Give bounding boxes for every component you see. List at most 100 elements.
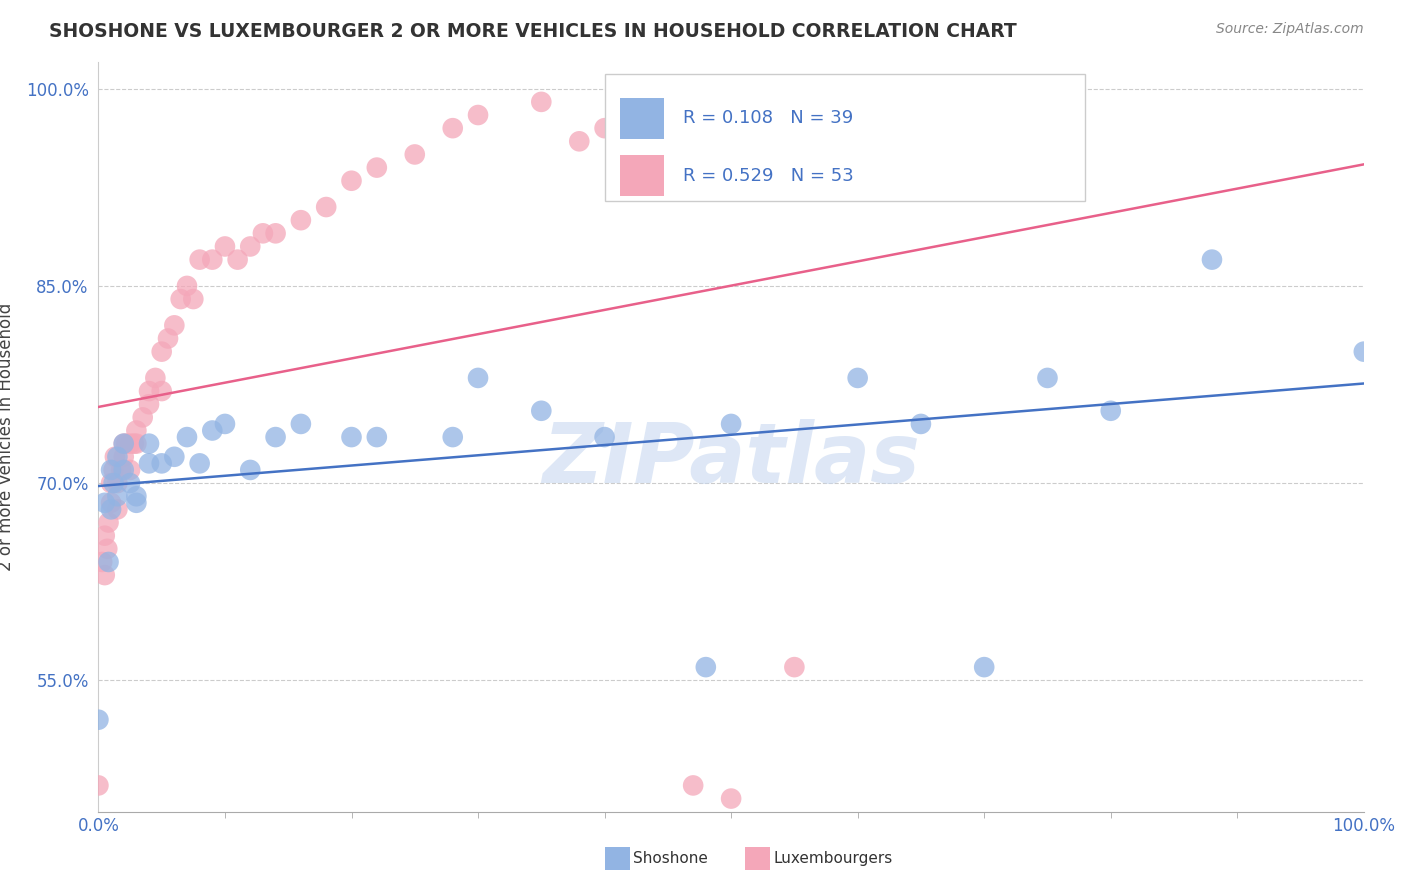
Point	[340, 174, 363, 188]
Point	[568, 134, 591, 148]
Point	[145, 371, 166, 385]
Point	[239, 239, 262, 253]
Point	[93, 568, 117, 582]
Point	[107, 476, 129, 491]
Point	[467, 108, 489, 122]
Point	[122, 436, 145, 450]
Point	[138, 456, 160, 470]
Text: ZIPatlas: ZIPatlas	[543, 419, 920, 500]
Point	[103, 463, 125, 477]
Point	[176, 279, 198, 293]
Point	[157, 331, 180, 345]
Point	[201, 424, 224, 438]
Point	[125, 496, 148, 510]
Point	[682, 779, 704, 793]
Point	[87, 713, 110, 727]
Point	[593, 430, 616, 444]
Point	[657, 121, 679, 136]
Point	[150, 384, 173, 398]
Text: R = 0.108   N = 39: R = 0.108 N = 39	[683, 109, 853, 128]
Point	[100, 502, 122, 516]
Text: Shoshone: Shoshone	[633, 852, 707, 866]
Point	[188, 252, 211, 267]
Point	[96, 541, 118, 556]
Text: Luxembourgers: Luxembourgers	[773, 852, 893, 866]
Point	[441, 430, 464, 444]
Point	[104, 450, 127, 464]
Point	[366, 430, 388, 444]
Point	[120, 436, 141, 450]
Point	[87, 779, 110, 793]
Point	[91, 555, 114, 569]
Point	[1201, 252, 1223, 267]
Point	[530, 95, 553, 109]
Point	[120, 463, 141, 477]
Point	[530, 404, 553, 418]
Point	[366, 161, 388, 175]
Point	[132, 410, 155, 425]
Point	[100, 496, 122, 510]
Point	[1353, 344, 1375, 359]
Point	[188, 456, 211, 470]
Point	[226, 252, 249, 267]
Point	[103, 476, 125, 491]
Point	[100, 476, 122, 491]
Point	[112, 463, 135, 477]
Point	[97, 516, 120, 530]
Point	[846, 371, 869, 385]
Point	[695, 660, 717, 674]
Point	[107, 450, 129, 464]
Point	[138, 397, 160, 411]
Bar	[620, 97, 664, 139]
Point	[239, 463, 262, 477]
Point	[138, 384, 160, 398]
Point	[93, 529, 117, 543]
Bar	[620, 155, 664, 196]
Point	[593, 121, 616, 136]
Point	[125, 436, 148, 450]
Point	[107, 502, 129, 516]
Point	[290, 213, 312, 227]
Y-axis label: 2 or more Vehicles in Household: 2 or more Vehicles in Household	[0, 303, 14, 571]
Point	[100, 463, 122, 477]
Point	[252, 227, 274, 241]
Point	[315, 200, 337, 214]
Text: Source: ZipAtlas.com: Source: ZipAtlas.com	[1216, 22, 1364, 37]
Point	[112, 450, 135, 464]
Point	[1036, 371, 1059, 385]
Point	[112, 436, 135, 450]
Point	[264, 430, 287, 444]
Point	[125, 424, 148, 438]
Point	[214, 417, 236, 431]
Point	[150, 456, 173, 470]
Point	[120, 476, 141, 491]
Point	[201, 252, 224, 267]
Point	[1099, 404, 1122, 418]
Point	[150, 344, 173, 359]
Point	[169, 292, 191, 306]
Point	[125, 489, 148, 503]
Point	[163, 318, 186, 333]
Point	[93, 496, 117, 510]
Point	[290, 417, 312, 431]
Point	[467, 371, 489, 385]
Point	[720, 791, 742, 805]
Point	[138, 436, 160, 450]
Text: R = 0.529   N = 53: R = 0.529 N = 53	[683, 167, 853, 185]
Point	[112, 436, 135, 450]
Point	[183, 292, 205, 306]
Point	[910, 417, 932, 431]
Point	[214, 239, 236, 253]
FancyBboxPatch shape	[605, 74, 1085, 201]
Point	[783, 660, 806, 674]
Point	[97, 555, 120, 569]
Point	[264, 227, 287, 241]
Point	[404, 147, 426, 161]
Point	[163, 450, 186, 464]
Point	[176, 430, 198, 444]
Point	[340, 430, 363, 444]
Point	[973, 660, 995, 674]
Point	[720, 417, 742, 431]
Point	[110, 463, 132, 477]
Point	[115, 436, 138, 450]
